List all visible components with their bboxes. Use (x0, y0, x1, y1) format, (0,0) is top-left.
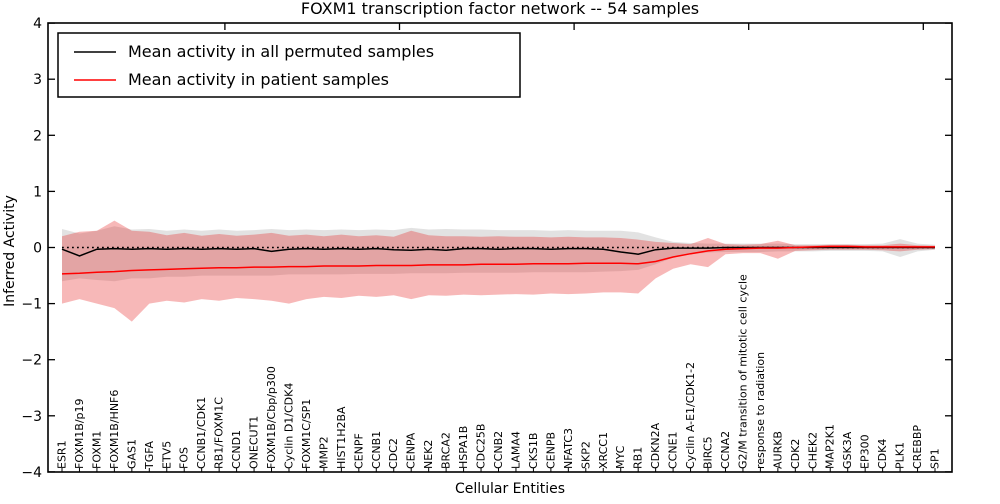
x-tick-label: EP300 (859, 434, 872, 469)
x-tick-label: CREBBP (911, 425, 924, 469)
y-tick-label: 4 (33, 16, 42, 32)
y-tick-label: 2 (33, 128, 42, 144)
line-patient-mean (61, 245, 935, 275)
x-tick-label: RB1 (632, 447, 645, 469)
x-tick-label: NFATC3 (562, 428, 575, 469)
tick-layer (48, 22, 952, 473)
x-tick-label: CCNA2 (719, 431, 732, 469)
x-tick-label: PLK1 (894, 442, 907, 469)
x-tick-label: CDK2 (789, 439, 802, 469)
x-tick-label: CDC25B (475, 424, 488, 469)
x-tick-label: response to radiation (754, 352, 767, 469)
x-tick-label: HSPA1B (457, 426, 470, 469)
x-tick-label: ESR1 (56, 440, 69, 469)
chart-title: FOXM1 transcription factor network -- 54… (301, 0, 699, 18)
x-tick-label: MMP2 (317, 436, 330, 469)
x-tick-label: GAS1 (125, 439, 138, 469)
x-axis-label: Cellular Entities (455, 481, 565, 497)
band-patient (62, 220, 935, 322)
y-tick-label: 1 (33, 184, 42, 200)
x-tick-label: FOXM1B/HNF6 (108, 390, 121, 469)
x-tick-label: CCNB1 (370, 431, 383, 469)
y-tick-label: 0 (33, 241, 42, 257)
y-tick-label: −4 (21, 465, 42, 481)
x-tick-label: LAMA4 (510, 431, 523, 469)
y-tick-label: −2 (21, 353, 42, 369)
x-tick-label: Cyclin A-E1/CDK1-2 (684, 362, 697, 469)
x-tick-label: CCNB1/CDK1 (195, 397, 208, 469)
legend-box (57, 32, 521, 98)
y-axis-label: Inferred Activity (2, 195, 18, 307)
x-tick-label: CENPA (405, 432, 418, 469)
y-tick-label: −3 (21, 409, 42, 425)
x-tick-label: SKP2 (579, 441, 592, 469)
x-tick-label: CDK4 (876, 439, 889, 469)
x-tick-label: XRCC1 (597, 432, 610, 469)
x-tick-label: MAP2K1 (824, 424, 837, 469)
x-tick-label: Cyclin D1/CDK4 (283, 383, 296, 469)
y-tick-label: 3 (33, 72, 42, 88)
x-tick-label: FOXM1B/Cbp/p300 (265, 366, 278, 469)
x-tick-label: GSK3A (841, 431, 854, 469)
x-tick-label: CENPB (544, 432, 557, 469)
legend-label-patient: Mean activity in patient samples (128, 70, 389, 89)
x-tick-label: TGFA (143, 440, 156, 470)
x-tick-label: NEK2 (422, 440, 435, 469)
x-tick-label: RB1/FOXM1C (213, 397, 226, 469)
x-tick-label: BIRC5 (702, 436, 715, 469)
x-tick-label: CKS1B (527, 433, 540, 469)
x-tick-label: CDC2 (387, 438, 400, 469)
x-tick-label: CCNE1 (667, 431, 680, 469)
x-tick-label: SP1 (929, 448, 942, 469)
x-tick-label: MYC (614, 445, 627, 469)
y-tick-label-layer: 4 3 2 1 0 −1 −2 −3 −4 (21, 16, 42, 481)
x-tick-label: FOXM1B/p19 (73, 398, 86, 469)
x-tick-label: CDKN2A (649, 422, 662, 469)
x-tick-label: FOXM1C/SP1 (300, 399, 313, 469)
x-tick-label: ETV5 (160, 441, 173, 469)
band-layer (62, 220, 935, 322)
legend: Mean activity in all permuted samples Me… (57, 32, 521, 98)
series-line-layer (61, 245, 935, 275)
x-tick-label: BRCA2 (440, 432, 453, 469)
x-tick-label: HIST1H2BA (335, 406, 348, 469)
x-tick-label: CCND1 (230, 430, 243, 469)
x-tick-label-layer: ESR1 FOXM1B/p19 FOXM1 FOXM1B/HNF6 GAS1 TGFA ET… (56, 274, 942, 470)
x-tick-label: CENPF (352, 433, 365, 469)
x-tick-label: FOS (178, 447, 191, 469)
x-tick-label: CCNB2 (492, 431, 505, 469)
x-tick-label: CHEK2 (806, 432, 819, 469)
legend-label-permuted: Mean activity in all permuted samples (128, 42, 434, 61)
x-tick-label: G2/M transition of mitotic cell cycle (736, 274, 749, 469)
y-tick-label: −1 (21, 297, 42, 313)
x-tick-label: ONECUT1 (248, 416, 261, 469)
x-tick-label: FOXM1 (90, 431, 103, 469)
x-tick-label: AURKB (771, 431, 784, 469)
